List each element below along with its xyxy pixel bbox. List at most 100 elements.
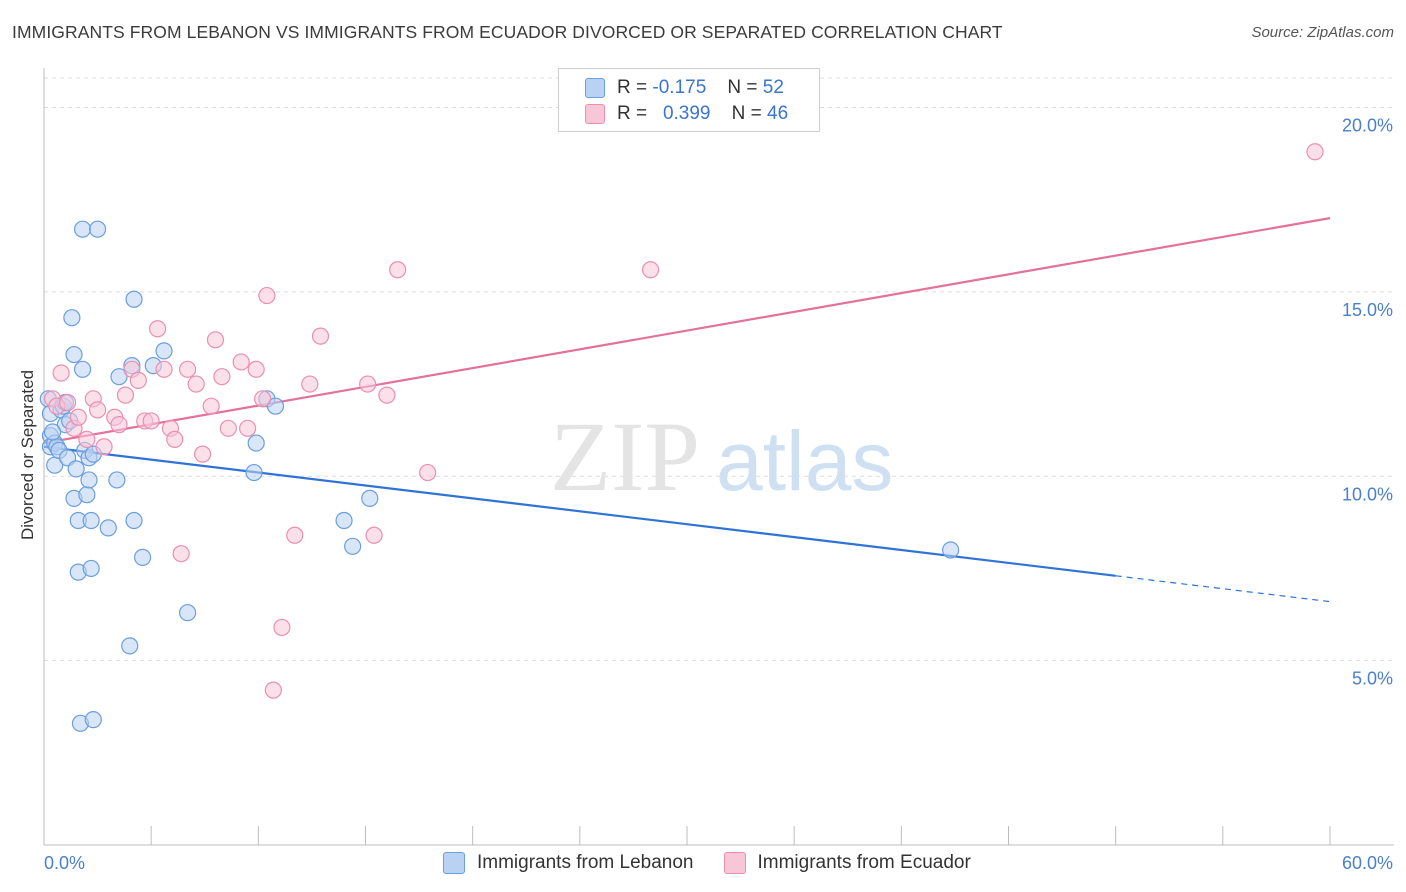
ecuador-point (202, 397, 220, 415)
ecuador-point (155, 360, 173, 378)
axes (43, 68, 1394, 846)
y-tick-label: 5.0% (1352, 669, 1393, 689)
ecuador-point (359, 375, 377, 393)
ecuador-point (187, 375, 205, 393)
n-value: 46 (767, 103, 789, 124)
lebanon-point (121, 637, 139, 655)
ecuador-point (365, 526, 383, 544)
lebanon-point (73, 360, 92, 378)
data-points (39, 143, 1324, 732)
ecuador-point (232, 353, 250, 371)
lebanon-trend-line (43, 445, 1116, 577)
ecuador-point (95, 438, 113, 456)
legend-row-lebanon: R = -0.175 N = 52 (585, 76, 784, 100)
ecuador-point (116, 386, 135, 404)
r-label: R = (617, 103, 648, 124)
ecuador-point (301, 375, 319, 393)
ecuador-swatch (585, 104, 605, 124)
ecuador-point (239, 419, 257, 437)
y-tick-labels: 5.0% 10.0% 15.0% 20.0% (1342, 116, 1393, 689)
lebanon-point (344, 537, 362, 555)
r-value: 0.399 (662, 103, 711, 124)
legend-item-ecuador: Immigrants from Ecuador (723, 852, 971, 874)
lebanon-point (80, 471, 98, 489)
lebanon-point (361, 489, 379, 507)
lebanon-point (133, 548, 152, 566)
ecuador-point (213, 368, 231, 386)
lebanon-point (78, 486, 96, 504)
ecuador-point (378, 386, 396, 404)
legend-label-ecuador: Immigrants from Ecuador (757, 852, 971, 873)
ecuador-point (52, 364, 70, 382)
watermark-zip: ZIP (550, 401, 700, 512)
x-tick-labels: 0.0% 60.0% (44, 853, 1393, 873)
ecuador-point (419, 463, 437, 482)
ecuador-point (286, 526, 304, 544)
ecuador-point (219, 419, 237, 437)
lebanon-trend-extension (1115, 575, 1331, 603)
ecuador-point (194, 445, 212, 463)
gridlines (44, 77, 1394, 662)
lebanon-swatch (443, 852, 465, 874)
ecuador-swatch (723, 852, 746, 874)
legend-label-lebanon: Immigrants from Lebanon (477, 852, 694, 873)
chart-title: IMMIGRANTS FROM LEBANON VS IMMIGRANTS FR… (12, 22, 1003, 42)
legend-row-ecuador: R = 0.399 N = 46 (585, 102, 788, 126)
ecuador-point (247, 360, 265, 378)
lebanon-point (73, 220, 92, 238)
y-tick-label: 10.0% (1342, 484, 1393, 504)
ecuador-point (172, 545, 190, 563)
x-tick-label: 0.0% (44, 853, 85, 873)
ecuador-point (311, 327, 330, 345)
ecuador-point (179, 360, 197, 378)
y-tick-label: 15.0% (1342, 300, 1393, 320)
series-legend: Immigrants from Lebanon Immigrants from … (443, 852, 1001, 874)
ecuador-point (88, 401, 107, 419)
lebanon-point (266, 397, 285, 415)
y-axis-title: Divorced or Separated (18, 370, 37, 540)
ecuador-point (206, 331, 225, 349)
ecuador-point (110, 416, 128, 434)
lebanon-point (82, 511, 100, 530)
lebanon-point (179, 604, 197, 622)
r-value: -0.175 (652, 77, 707, 98)
lebanon-point (67, 460, 85, 478)
ecuador-point (254, 390, 272, 408)
lebanon-point (43, 423, 62, 441)
lebanon-point (82, 559, 100, 578)
lebanon-point (110, 368, 128, 386)
lebanon-swatch (585, 78, 605, 98)
ecuador-point (148, 320, 167, 338)
ecuador-point (78, 430, 96, 448)
ecuador-point (142, 412, 160, 430)
lebanon-point (125, 290, 143, 308)
lebanon-point (245, 463, 263, 482)
x-tick-label: 60.0% (1342, 853, 1393, 873)
lebanon-point (125, 511, 143, 530)
legend-item-lebanon: Immigrants from Lebanon (443, 852, 694, 874)
ecuador-point (1306, 143, 1324, 161)
ecuador-point (273, 618, 291, 637)
n-value: 52 (762, 77, 784, 98)
ecuador-point (69, 408, 87, 426)
lebanon-point (942, 541, 960, 559)
y-tick-label: 20.0% (1342, 116, 1393, 136)
lebanon-point (108, 471, 126, 489)
lebanon-point (247, 434, 265, 452)
lebanon-point (65, 345, 83, 364)
lebanon-point (63, 309, 81, 327)
n-label: N = (731, 103, 762, 124)
ecuador-point (641, 261, 660, 279)
ecuador-point (58, 393, 77, 412)
r-label: R = (617, 77, 648, 98)
correlation-legend: R = -0.175 N = 52 R = 0.399 N = 46 (558, 68, 820, 132)
lebanon-point (155, 342, 173, 360)
lebanon-point (99, 519, 117, 537)
ecuador-point (129, 371, 147, 389)
watermark: ZIP atlas (550, 401, 893, 512)
lebanon-point (335, 511, 353, 530)
lebanon-point (84, 711, 102, 729)
ecuador-point (389, 261, 407, 279)
n-label: N = (727, 77, 758, 98)
